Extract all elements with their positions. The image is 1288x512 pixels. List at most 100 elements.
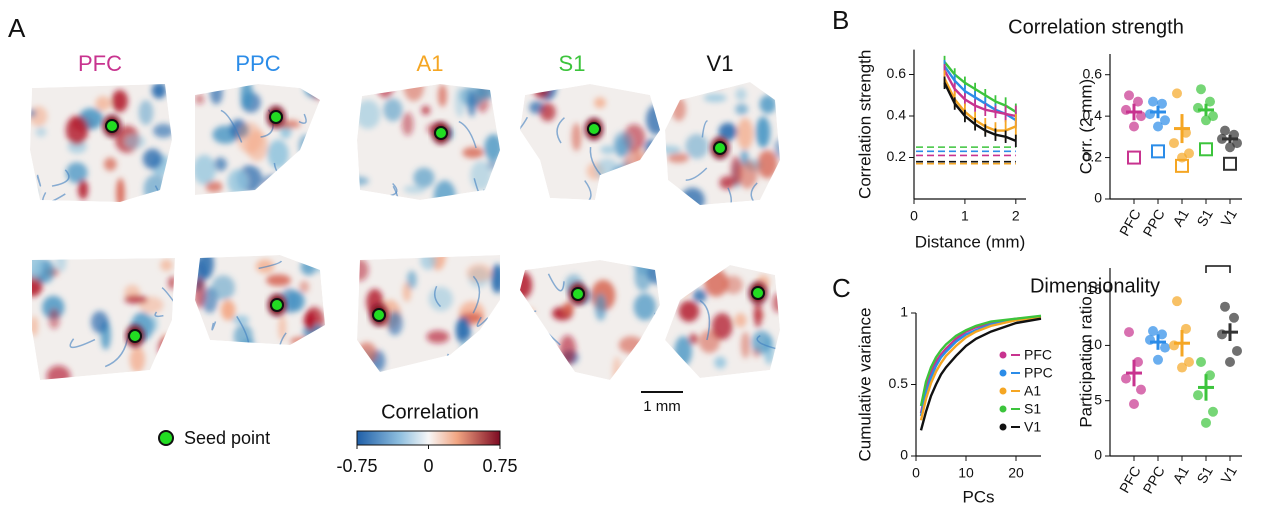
map-blob — [704, 269, 728, 297]
map-blob — [463, 360, 482, 382]
map-blob — [345, 176, 369, 185]
map-blob — [434, 180, 456, 211]
map-blob — [752, 331, 772, 354]
region-label: PPC — [235, 51, 280, 76]
map-blob — [23, 186, 36, 199]
colorbar-tick-label: 0 — [423, 456, 433, 476]
map-blob — [540, 103, 556, 121]
map-blob — [262, 174, 287, 187]
data-point — [1169, 138, 1179, 148]
map — [23, 247, 182, 386]
map-blob — [518, 324, 530, 338]
map-blob — [470, 161, 491, 191]
data-point — [1160, 343, 1170, 353]
x-tick-label: PPC — [1140, 206, 1168, 239]
map-blob — [143, 149, 162, 169]
map-blob — [211, 275, 235, 300]
data-point — [1201, 115, 1211, 125]
x-tick-label: 0 — [912, 465, 920, 481]
map-blob — [714, 357, 726, 369]
legend-label: A1 — [1024, 383, 1041, 399]
map-blob — [307, 310, 315, 331]
data-point — [1177, 363, 1187, 373]
map-blob — [194, 277, 206, 308]
data-point — [1232, 346, 1242, 356]
data-point — [1124, 327, 1134, 337]
map-blob — [314, 244, 324, 273]
data-point — [1136, 385, 1146, 395]
legend-label: V1 — [1024, 419, 1041, 435]
legend-marker — [1000, 406, 1007, 413]
data-point — [1225, 142, 1235, 152]
map-blob — [130, 346, 145, 372]
map-blob — [772, 293, 783, 313]
map-blob — [304, 76, 326, 98]
map-blob — [719, 176, 735, 189]
colorbar-tick-label: -0.75 — [336, 456, 377, 476]
legend-label: S1 — [1024, 401, 1041, 417]
shuffle-marker — [1200, 143, 1212, 155]
map-blob — [648, 263, 667, 284]
map-blob — [403, 185, 425, 193]
map-blob — [657, 146, 682, 154]
x-tick-label: A1 — [1169, 206, 1192, 229]
map-blob — [153, 124, 174, 138]
legend-marker — [1000, 388, 1007, 395]
map-blob — [456, 317, 471, 344]
y-tick-label: 15 — [1086, 281, 1102, 297]
map-blob — [679, 301, 700, 322]
map-blob — [278, 315, 286, 341]
map-blob — [741, 150, 749, 165]
shuffle-marker — [1128, 152, 1140, 164]
x-tick-label: PPC — [1140, 463, 1168, 496]
x-axis-label: PCs — [962, 487, 994, 506]
map-blob — [125, 135, 145, 149]
seed-point — [588, 123, 600, 135]
data-point — [1201, 418, 1211, 428]
x-tick-label: 2 — [1012, 208, 1020, 224]
map-blob — [625, 174, 635, 189]
region-label: S1 — [559, 51, 586, 76]
map-blob — [533, 82, 550, 99]
map-blob — [635, 168, 647, 189]
map-blob — [387, 311, 403, 335]
map-blob — [66, 116, 88, 145]
map-blob — [572, 123, 582, 151]
data-point — [1172, 88, 1182, 98]
map-blob — [467, 91, 476, 116]
map-blob — [692, 268, 705, 280]
map-blob — [116, 178, 124, 208]
data-point — [1208, 407, 1218, 417]
data-point — [1177, 153, 1187, 163]
map-blob — [735, 313, 747, 327]
y-axis-label: Correlation strength — [855, 50, 874, 199]
x-tick-label: PFC — [1116, 463, 1144, 495]
map-blob — [356, 100, 381, 129]
map-blob — [735, 88, 746, 100]
map-blob — [36, 127, 47, 137]
x-tick-label: PFC — [1116, 206, 1144, 238]
map-blob — [686, 258, 695, 275]
x-axis-label: Distance (mm) — [915, 232, 1026, 251]
map-blob — [686, 254, 709, 279]
region-label: A1 — [417, 51, 444, 76]
map-blob — [268, 140, 289, 169]
map-blob — [741, 332, 750, 359]
map-blob — [619, 336, 644, 353]
map-blob — [774, 139, 784, 158]
chart-title: Correlation strength — [1008, 16, 1184, 38]
data-point — [1196, 84, 1206, 94]
map-blob — [760, 95, 777, 114]
map-blob — [713, 77, 723, 87]
map-blob — [607, 186, 630, 210]
region-label: PFC — [78, 51, 122, 76]
map-blob — [735, 104, 748, 115]
map-blob — [484, 134, 503, 161]
map-blob — [685, 134, 708, 159]
map-blob — [563, 302, 574, 315]
map-blob — [704, 94, 727, 102]
map-blob — [95, 96, 110, 111]
seed-point — [373, 309, 385, 321]
map-blob — [429, 287, 453, 311]
map-blob — [634, 293, 656, 320]
